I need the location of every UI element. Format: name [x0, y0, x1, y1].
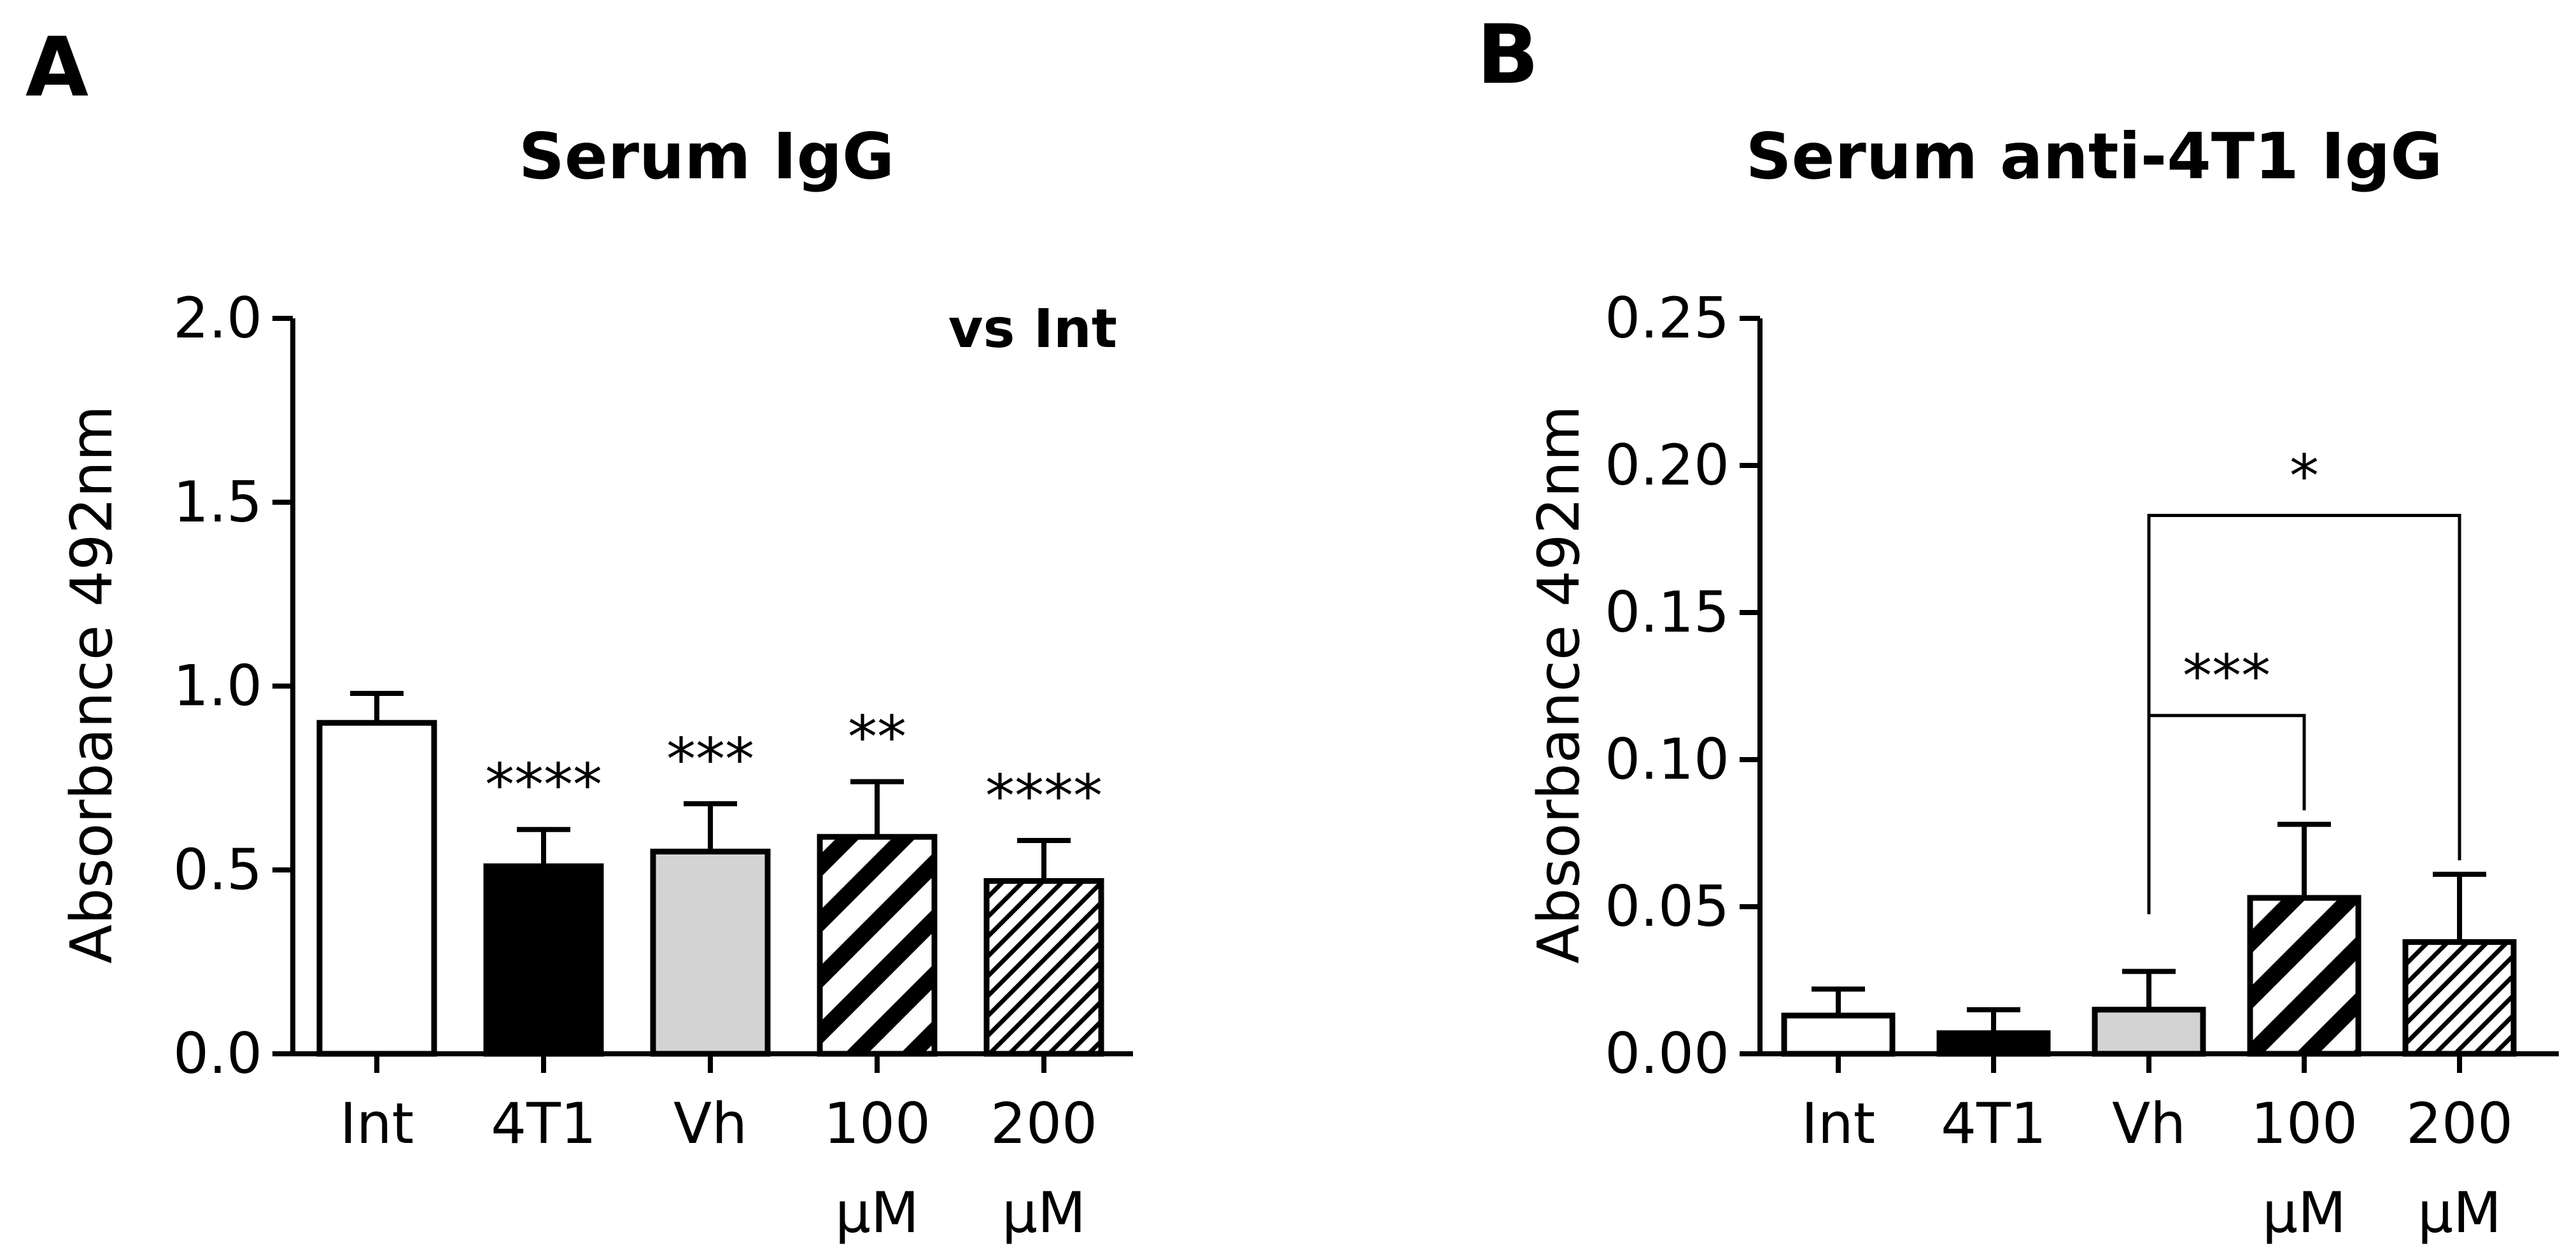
panel-b-letter: B — [1477, 8, 1539, 103]
panel-a-bar — [817, 833, 938, 1057]
panel-a-bar — [650, 848, 771, 1057]
panel-b-significance-bracket — [2147, 714, 2306, 914]
panel-a-bar — [316, 720, 437, 1057]
panel-a-significance-label: ** — [848, 704, 906, 772]
panel-a-y-tick-label: 1.0 — [173, 653, 262, 719]
panel-a-x-tick-label: 100 — [824, 1091, 931, 1156]
panel-a-y-tick-label: 0.0 — [173, 1021, 262, 1086]
panel-a-y-tick-label: 0.5 — [173, 837, 262, 902]
panel-b-x-tick-label: 100 — [2251, 1091, 2358, 1156]
panel-a-significance-label: *** — [666, 725, 754, 793]
panel-b-x-tick-label: 4T1 — [1941, 1091, 2046, 1156]
panel-b-y-tick-label: 0.10 — [1605, 727, 1729, 792]
panel-b-bar — [2402, 939, 2517, 1057]
panel-b-x-tick-label-unit: μM — [2262, 1180, 2346, 1245]
panel-b-x-tick-label-unit: μM — [2418, 1180, 2502, 1245]
panel-a-letter: A — [25, 20, 88, 115]
panel-b-y-axis-label: Absorbance 492nm — [1526, 406, 1593, 964]
panel-a-significance-label: **** — [985, 762, 1102, 830]
panel-b-title: Serum anti-4T1 IgG — [1746, 119, 2443, 194]
panel-a-x-tick-label: 200 — [990, 1091, 1097, 1156]
panel-a-x-tick-label: Vh — [673, 1091, 747, 1156]
panel-b-y-tick-label: 0.20 — [1605, 432, 1729, 498]
panel-b-bar — [1936, 1030, 2051, 1057]
panel-b-significance-label: * — [2290, 443, 2319, 511]
panel-b-y-tick-label: 0.25 — [1605, 285, 1729, 351]
panel-a-bar — [483, 863, 604, 1057]
panel-b-bar — [1781, 1012, 1896, 1057]
panel-b-x-tick-label: 200 — [2406, 1091, 2513, 1156]
panel-b-significance-label: *** — [2183, 642, 2270, 711]
panel-b-bar — [2247, 895, 2361, 1057]
panel-a-y-axis-label: Absorbance 492nm — [59, 406, 125, 964]
panel-b-y-tick-label: 0.00 — [1605, 1021, 1729, 1086]
panel-a-significance-label: **** — [485, 751, 602, 819]
panel-b-x-tick-label: Vh — [2112, 1091, 2186, 1156]
panel-a-title: Serum IgG — [519, 119, 894, 194]
panel-b-significance-bracket — [2147, 514, 2461, 914]
panel-b-x-tick-label: Int — [1801, 1091, 1875, 1156]
panel-a-annotation: vs Int — [948, 297, 1117, 360]
panel-a-x-tick-label-unit: μM — [1002, 1180, 1086, 1245]
panel-a-bar — [983, 878, 1104, 1057]
panel-b-bar — [2092, 1007, 2206, 1057]
panel-a-y-tick-label: 2.0 — [173, 285, 262, 351]
panel-a-x-tick-label: 4T1 — [491, 1091, 596, 1156]
panel-b-y-tick-label: 0.05 — [1605, 874, 1729, 939]
panel-b-y-tick-label: 0.15 — [1605, 579, 1729, 645]
panel-a-x-tick-label-unit: μM — [835, 1180, 919, 1245]
panel-a-y-tick-label: 1.5 — [173, 469, 262, 535]
panel-a-x-tick-label: Int — [340, 1091, 414, 1156]
